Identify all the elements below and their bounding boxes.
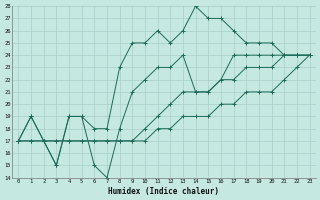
X-axis label: Humidex (Indice chaleur): Humidex (Indice chaleur) [108,187,220,196]
